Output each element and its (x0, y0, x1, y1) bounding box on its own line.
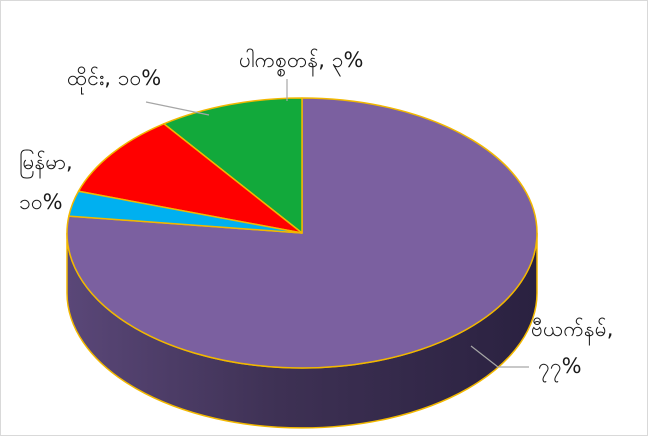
data-label-pakistan-value: ၃% (332, 48, 364, 77)
pie-slice-myanmar (163, 97, 303, 234)
data-label-myanmar-value: ၁၀% (19, 190, 63, 214)
data-label-pakistan-name: ပါကစ္စတန် (239, 47, 318, 77)
pie-slice-thailand (77, 123, 303, 234)
data-label-thailand-value: ၁၀% (118, 66, 162, 90)
data-label-pakistan: ပါကစ္စတန်, ၃% (239, 47, 363, 77)
data-label-vietnam: ဗီယက်နမ်, (531, 316, 613, 346)
data-label-vietnam-value: ၇၇% (538, 354, 582, 383)
leader-line-vietnam (470, 345, 529, 368)
data-label-thailand-name: ထိုင်း (67, 65, 104, 95)
data-label-thailand: ထိုင်း, ၁၀% (67, 65, 161, 95)
data-label-myanmar: မြန်မာ, (19, 148, 73, 179)
data-label-vietnam-name: ဗီယက်နမ် (531, 316, 607, 346)
data-label-myanmar-name: မြန်မာ (19, 148, 66, 179)
leader-line-thailand (145, 101, 210, 116)
pie-slice-pakistan (68, 190, 303, 234)
